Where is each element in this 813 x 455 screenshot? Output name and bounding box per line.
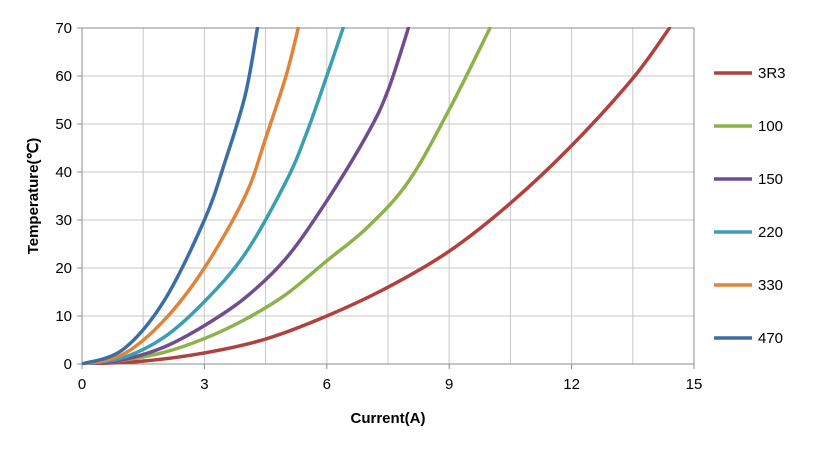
y-tick-label: 10 bbox=[55, 308, 72, 325]
series-line-470 bbox=[82, 27, 260, 365]
legend-item-470: 470 bbox=[714, 330, 783, 347]
y-tick-label: 50 bbox=[55, 116, 72, 133]
y-axis-title: Temperature(℃) bbox=[25, 138, 42, 255]
series-line-100 bbox=[82, 27, 492, 365]
y-tick-label: 20 bbox=[55, 260, 72, 277]
x-tick-label: 0 bbox=[78, 376, 86, 393]
legend-label: 150 bbox=[758, 171, 783, 188]
x-axis-title: Current(A) bbox=[351, 410, 426, 427]
series-layer bbox=[82, 27, 672, 365]
series-line-220 bbox=[82, 27, 345, 365]
plot-area-border bbox=[81, 27, 695, 365]
legend-label: 470 bbox=[758, 330, 783, 347]
legend-item-150: 150 bbox=[714, 171, 783, 188]
legend-item-220: 220 bbox=[714, 224, 783, 241]
legend: 3R3 100 150 220 330 470 bbox=[714, 65, 786, 347]
y-tick-label: 60 bbox=[55, 68, 72, 85]
x-tick-label: 15 bbox=[686, 376, 703, 393]
legend-label: 220 bbox=[758, 224, 783, 241]
legend-label: 330 bbox=[758, 277, 783, 294]
y-tick-label: 70 bbox=[55, 20, 72, 37]
grid-layer bbox=[81, 27, 695, 365]
x-tick-label: 9 bbox=[445, 376, 453, 393]
x-tick-label: 12 bbox=[563, 376, 580, 393]
axis-layer: 0 3 6 9 12 15 0 10 20 30 40 50 60 70 bbox=[55, 20, 702, 393]
legend-item-3r3: 3R3 bbox=[714, 65, 786, 82]
y-tick-label: 40 bbox=[55, 164, 72, 181]
legend-label: 3R3 bbox=[758, 65, 786, 82]
series-line-150 bbox=[82, 27, 411, 365]
legend-item-330: 330 bbox=[714, 277, 783, 294]
legend-label: 100 bbox=[758, 118, 783, 135]
x-tick-label: 3 bbox=[200, 376, 208, 393]
series-line-3r3 bbox=[82, 27, 672, 365]
y-tick-label: 30 bbox=[55, 212, 72, 229]
y-tick-label: 0 bbox=[64, 356, 72, 373]
series-line-330 bbox=[82, 27, 300, 365]
x-tick-label: 6 bbox=[323, 376, 331, 393]
legend-item-100: 100 bbox=[714, 118, 783, 135]
